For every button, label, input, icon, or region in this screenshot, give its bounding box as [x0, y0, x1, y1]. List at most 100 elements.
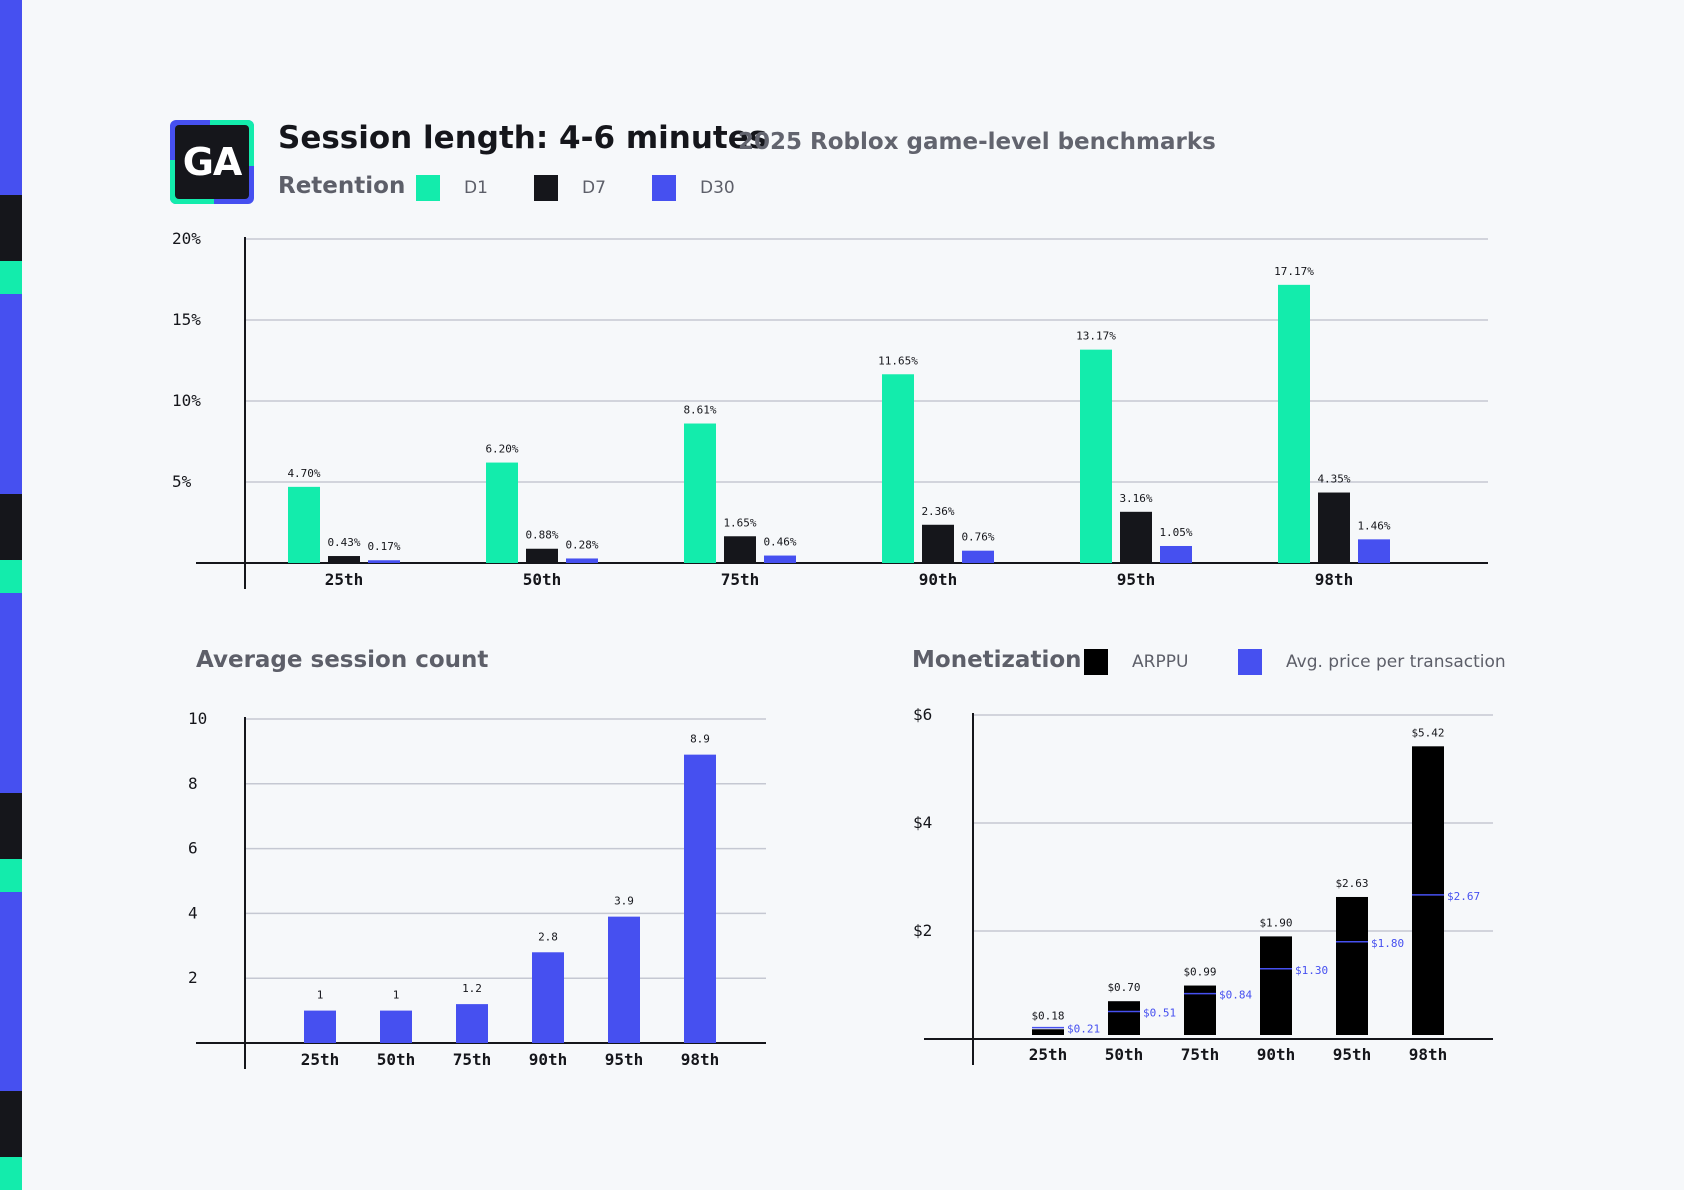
legend-label-arppu: ARPPU — [1132, 652, 1189, 672]
retention-x-label-50th: 50th — [523, 570, 562, 589]
retention-ytick-label: 5% — [172, 472, 192, 491]
data-label-d30-50th: 0.28% — [565, 538, 598, 551]
retention-x-label-75th: 75th — [721, 570, 760, 589]
data-label-arppu-50th: $0.70 — [1107, 981, 1140, 994]
data-label-d30-75th: 0.46% — [763, 536, 796, 549]
bar-d1-50th — [486, 462, 518, 563]
session-count-x-label-25th: 25th — [301, 1050, 340, 1069]
data-label-avg-price-25th: $0.21 — [1067, 1023, 1100, 1036]
data-label-d7-95th: 3.16% — [1119, 492, 1152, 505]
bar-d30-50th — [566, 558, 598, 563]
bar-arppu-25th — [1032, 1029, 1064, 1035]
legend-item-d30: D30 — [652, 175, 735, 201]
legend-swatch-d30 — [652, 175, 676, 201]
monetization-x-label-25th: 25th — [1029, 1045, 1068, 1064]
session-count-x-label-90th: 90th — [529, 1050, 568, 1069]
data-label-avg-price-95th: $1.80 — [1371, 937, 1404, 950]
page-title: Session length: 4-6 minutes — [278, 120, 768, 156]
retention-x-label-25th: 25th — [325, 570, 364, 589]
bar-d30-75th — [764, 555, 796, 563]
monetization-x-label-50th: 50th — [1105, 1045, 1144, 1064]
bar-d1-25th — [288, 486, 320, 563]
bar-arppu-90th — [1260, 936, 1292, 1035]
monetization-chart-title: Monetization — [912, 647, 1082, 673]
page-subtitle: 2025 Roblox game-level benchmarks — [738, 129, 1216, 155]
data-label-d1-50th: 6.20% — [485, 443, 518, 456]
data-label-d30-98th: 1.46% — [1357, 519, 1390, 532]
data-label-session-count-50th: 1 — [393, 989, 400, 1002]
legend-item-arppu: ARPPU — [1084, 649, 1188, 675]
data-label-d1-95th: 13.17% — [1076, 330, 1116, 343]
data-label-d7-90th: 2.36% — [921, 505, 954, 518]
retention-chart-title: Retention — [278, 173, 406, 199]
data-label-session-count-95th: 3.9 — [614, 895, 634, 908]
data-label-arppu-90th: $1.90 — [1259, 916, 1292, 929]
legend-swatch-arppu — [1084, 649, 1108, 675]
data-label-session-count-75th: 1.2 — [462, 982, 482, 995]
bar-d7-25th — [328, 556, 360, 563]
bar-d30-90th — [962, 550, 994, 563]
legend-label-d7: D7 — [582, 178, 606, 198]
legend-item-d1: D1 — [416, 175, 488, 201]
monetization-ytick-label: $6 — [913, 705, 932, 724]
legend-swatch-d1 — [416, 175, 440, 201]
session-count-ytick-label: 6 — [188, 839, 198, 858]
session-count-ytick-label: 8 — [188, 774, 198, 793]
data-label-d1-75th: 8.61% — [683, 404, 716, 417]
legend-swatch-avg-price — [1238, 649, 1262, 675]
session-count-x-label-95th: 95th — [605, 1050, 644, 1069]
bar-session-count-25th — [304, 1010, 336, 1043]
bar-d7-75th — [724, 536, 756, 563]
bar-arppu-50th — [1108, 1001, 1140, 1035]
session-count-ytick-label: 2 — [188, 968, 198, 987]
data-label-avg-price-75th: $0.84 — [1219, 989, 1252, 1002]
data-label-arppu-98th: $5.42 — [1411, 726, 1444, 739]
data-label-d1-98th: 17.17% — [1274, 265, 1314, 278]
data-label-arppu-95th: $2.63 — [1335, 877, 1368, 890]
retention-ytick-label: 10% — [172, 391, 201, 410]
session-count-ytick-label: 4 — [188, 903, 198, 922]
bar-session-count-50th — [380, 1010, 412, 1043]
monetization-x-label-98th: 98th — [1409, 1045, 1448, 1064]
bar-session-count-98th — [684, 754, 716, 1043]
data-label-d7-98th: 4.35% — [1317, 473, 1350, 486]
data-label-d7-25th: 0.43% — [327, 536, 360, 549]
data-label-session-count-25th: 1 — [317, 989, 324, 1002]
bar-d1-95th — [1080, 349, 1112, 563]
bar-d7-50th — [526, 548, 558, 563]
retention-x-label-98th: 98th — [1315, 570, 1354, 589]
monetization-x-label-95th: 95th — [1333, 1045, 1372, 1064]
session-count-x-label-98th: 98th — [681, 1050, 720, 1069]
data-label-session-count-98th: 8.9 — [690, 733, 710, 746]
data-label-avg-price-90th: $1.30 — [1295, 964, 1328, 977]
legend-label-d30: D30 — [700, 178, 735, 198]
data-label-d7-50th: 0.88% — [525, 529, 558, 542]
data-label-arppu-75th: $0.99 — [1183, 966, 1216, 979]
bar-d30-98th — [1358, 539, 1390, 563]
data-label-d30-90th: 0.76% — [961, 531, 994, 544]
data-label-avg-price-50th: $0.51 — [1143, 1006, 1176, 1019]
session-count-chart-title: Average session count — [196, 647, 489, 673]
bar-session-count-95th — [608, 916, 640, 1043]
bar-d30-95th — [1160, 545, 1192, 563]
bar-session-count-75th — [456, 1004, 488, 1043]
bar-arppu-95th — [1336, 896, 1368, 1035]
data-label-d1-90th: 11.65% — [878, 354, 918, 367]
legend-label-avg-price: Avg. price per transaction — [1286, 652, 1506, 672]
session-count-x-label-75th: 75th — [453, 1050, 492, 1069]
data-label-d1-25th: 4.70% — [287, 467, 320, 480]
bar-session-count-90th — [532, 952, 564, 1043]
data-label-avg-price-98th: $2.67 — [1447, 890, 1480, 903]
monetization-ytick-label: $2 — [913, 921, 932, 940]
logo-text: GA — [175, 125, 249, 199]
bar-d7-98th — [1318, 492, 1350, 563]
monetization-x-label-75th: 75th — [1181, 1045, 1220, 1064]
legend-item-d7: D7 — [534, 175, 606, 201]
bar-d1-98th — [1278, 284, 1310, 563]
data-label-arppu-25th: $0.18 — [1031, 1009, 1064, 1022]
monetization-ytick-label: $4 — [913, 813, 932, 832]
ga-logo: GA — [170, 120, 254, 204]
session-count-ytick-label: 10 — [188, 709, 207, 728]
bar-d1-75th — [684, 423, 716, 563]
